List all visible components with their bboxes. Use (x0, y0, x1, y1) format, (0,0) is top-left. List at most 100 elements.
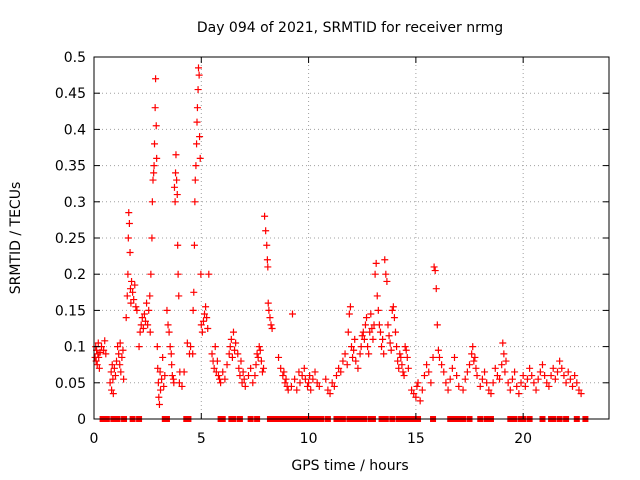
data-point (517, 379, 525, 387)
data-point (221, 375, 229, 383)
data-point (113, 357, 121, 365)
data-point (496, 375, 504, 383)
data-point (190, 288, 198, 296)
data-point (190, 241, 198, 249)
data-point (139, 325, 147, 332)
data-point (195, 64, 203, 72)
data-point (388, 306, 396, 314)
data-point (107, 368, 115, 376)
data-point (156, 368, 164, 376)
data-point (351, 335, 359, 343)
data-point (311, 368, 319, 376)
data-point (478, 375, 486, 383)
data-point (254, 353, 262, 361)
data-point (263, 241, 271, 249)
data-point (228, 353, 236, 361)
data-point (528, 372, 536, 380)
data-point (116, 339, 124, 347)
data-point (238, 379, 246, 387)
x-tick-label: 20 (514, 431, 532, 447)
y-tick-label: 0.2 (64, 267, 86, 283)
x-axis-label: GPS time / hours (291, 458, 408, 474)
data-point (442, 379, 450, 387)
data-point (100, 346, 108, 354)
data-point (208, 350, 216, 358)
data-point (229, 328, 237, 336)
x-tick-label: 10 (300, 431, 318, 447)
data-point (330, 382, 338, 390)
data-point (226, 343, 234, 351)
data-point (399, 368, 407, 376)
data-point (354, 364, 362, 372)
data-point (148, 198, 156, 206)
data-point (432, 285, 440, 293)
data-point (110, 364, 118, 372)
data-point (461, 375, 469, 383)
data-point (172, 151, 180, 159)
data-point (137, 321, 145, 329)
data-point (307, 386, 315, 394)
data-point (418, 386, 426, 394)
data-point (532, 386, 540, 394)
data-point (412, 393, 420, 401)
data-point (391, 328, 399, 336)
data-point (427, 379, 435, 387)
data-point (288, 310, 296, 318)
data-point (284, 386, 292, 394)
data-point (211, 343, 219, 351)
data-point (217, 379, 225, 387)
data-point (471, 353, 479, 361)
data-point (324, 386, 332, 394)
y-tick-label: 0.1 (64, 340, 86, 356)
data-point (149, 176, 157, 184)
data-point (108, 361, 116, 369)
data-point (403, 353, 411, 361)
data-point (339, 357, 347, 365)
data-point (145, 306, 153, 314)
data-point (444, 386, 452, 394)
data-point (470, 357, 478, 365)
data-point (413, 382, 421, 390)
data-point (423, 361, 431, 369)
data-point (389, 303, 397, 311)
data-point (356, 350, 364, 358)
data-point (193, 140, 201, 148)
data-point (151, 104, 159, 112)
data-point (146, 292, 154, 300)
data-point (373, 292, 381, 300)
tick-labels-layer: 0 0.05 0.1 0.15 0.2 0.25 0.3 0.35 0.4 0.45 0.5 0 5 10… (55, 50, 532, 447)
data-point (111, 372, 119, 380)
data-point (159, 353, 167, 361)
data-point (380, 350, 388, 358)
data-point (543, 379, 551, 387)
data-point (138, 314, 146, 322)
data-point (173, 176, 181, 184)
data-point (174, 270, 182, 278)
y-tick-label: 0.15 (55, 303, 86, 319)
data-point (125, 209, 133, 217)
data-point (345, 310, 353, 318)
data-point (232, 339, 240, 347)
data-point (155, 401, 163, 409)
data-point (227, 335, 235, 343)
data-point (493, 372, 501, 380)
data-point (117, 368, 125, 376)
data-point (204, 325, 212, 332)
data-point (174, 241, 182, 249)
data-point (153, 343, 161, 351)
data-point (253, 350, 261, 358)
data-point (387, 346, 395, 354)
data-point (239, 368, 247, 376)
data-point (123, 292, 131, 300)
data-point (344, 328, 352, 336)
data-point (155, 393, 163, 401)
data-point (368, 325, 376, 332)
data-point (448, 364, 456, 372)
data-point (315, 382, 323, 390)
data-point (249, 379, 257, 387)
data-point (293, 386, 301, 394)
data-point (556, 357, 564, 365)
data-point (498, 361, 506, 369)
data-point (198, 328, 206, 336)
